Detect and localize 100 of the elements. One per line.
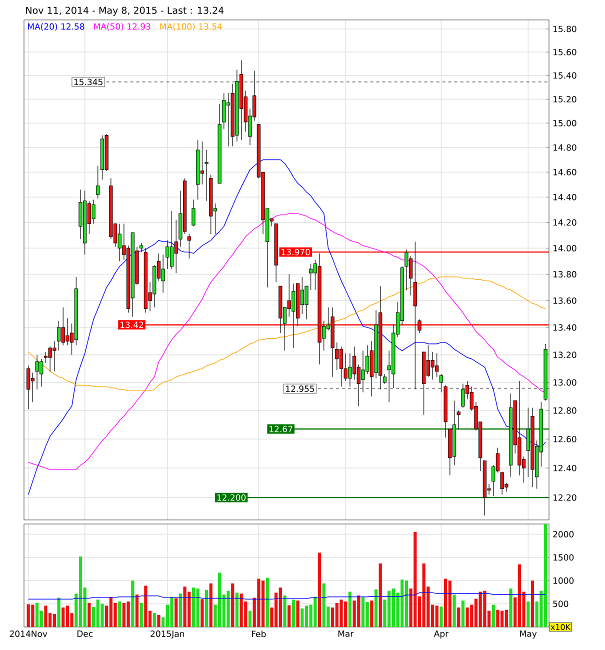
y-tick-label: 15.80	[553, 26, 576, 32]
bar	[44, 606, 48, 627]
bar	[78, 556, 82, 627]
candlestick	[30, 372, 35, 402]
ref-line-label: 15.345	[74, 78, 102, 86]
bar	[440, 606, 443, 627]
bar	[378, 563, 382, 627]
bar	[374, 589, 378, 627]
y-tick-label: 13.20	[553, 352, 576, 358]
y-tick-label: 13.00	[553, 379, 576, 386]
y-tick-label: 12.40	[553, 464, 576, 472]
bar	[152, 613, 156, 627]
y-tick-label: 12.80	[553, 407, 576, 414]
y-tick-label: 15.00	[553, 120, 576, 126]
bar	[126, 601, 130, 627]
bar	[422, 563, 426, 627]
bar	[504, 610, 508, 627]
bar	[196, 588, 200, 627]
bar	[88, 602, 91, 627]
candlestick	[335, 342, 339, 370]
bar	[178, 594, 182, 627]
bar	[304, 606, 308, 627]
y-tick-label: 1500	[553, 554, 574, 561]
bar	[370, 600, 374, 627]
candlestick	[170, 210, 174, 270]
candlestick	[161, 254, 165, 293]
candlestick	[92, 199, 96, 224]
candlestick	[174, 220, 178, 274]
bar	[461, 600, 465, 627]
candlestick	[404, 249, 408, 290]
bar	[257, 578, 260, 627]
x-tick-label: Mar	[338, 630, 354, 637]
text: MA(20) 12.58	[28, 23, 84, 31]
y-tick-label: 14.40	[553, 194, 576, 200]
bar	[66, 606, 70, 627]
candlestick	[439, 374, 444, 393]
bar	[62, 608, 65, 627]
bar	[452, 594, 456, 627]
candlestick	[418, 319, 422, 334]
x-tick-label: 2015Jan	[150, 630, 184, 639]
ref-line-label: 13.970	[282, 248, 310, 256]
candlestick	[361, 350, 365, 393]
bar	[118, 601, 122, 627]
bar	[100, 604, 104, 627]
ref-line-label: 13.42	[120, 322, 144, 328]
bar	[483, 590, 486, 627]
candlestick	[456, 410, 460, 430]
candlestick	[204, 150, 208, 202]
ref-line-label: 12.200	[217, 494, 246, 501]
y-tick-label: 15.40	[553, 72, 576, 79]
bar	[300, 608, 304, 627]
bar	[509, 588, 512, 627]
bar	[466, 608, 469, 627]
bar	[448, 580, 452, 627]
bar	[209, 583, 212, 627]
y-tick-label: 14.80	[553, 144, 576, 151]
bar	[240, 594, 243, 627]
bar	[296, 600, 300, 627]
y-tick-label: 13.60	[553, 297, 576, 304]
x-tick-label: May	[520, 630, 537, 638]
bar	[231, 583, 234, 627]
candlestick	[222, 92, 226, 130]
bar	[292, 600, 296, 627]
candlestick	[304, 286, 308, 320]
bar	[530, 580, 534, 627]
bar	[496, 610, 500, 627]
candlestick	[408, 256, 413, 296]
bar	[135, 594, 139, 627]
bar	[131, 580, 134, 627]
candlestick	[44, 352, 48, 364]
bar	[318, 552, 322, 627]
bar	[226, 590, 230, 627]
bar	[261, 580, 265, 627]
candlestick	[461, 384, 465, 408]
x-tick-label: Apr	[434, 630, 449, 638]
bar	[314, 596, 317, 627]
x-tick-label: 2014Nov	[10, 630, 48, 637]
y-tick-label: 500	[553, 600, 568, 608]
y-tick-label: 14.00	[553, 244, 576, 252]
bar	[170, 597, 174, 627]
bar	[366, 602, 369, 627]
bar	[183, 586, 186, 627]
y-tick-label: 12.20	[553, 494, 576, 501]
bar	[248, 610, 252, 627]
bar	[340, 600, 343, 627]
bar	[204, 590, 208, 627]
bar	[544, 524, 548, 627]
candlestick	[200, 141, 204, 185]
text: MA(50) 12.93	[94, 23, 150, 31]
bar	[57, 598, 60, 627]
candlestick	[140, 242, 144, 252]
y-tick-label: 14.60	[553, 168, 576, 176]
x-tick-label: Feb	[252, 630, 266, 638]
bar	[361, 597, 365, 627]
bar	[404, 580, 408, 627]
candlestick	[96, 166, 100, 199]
candlestick	[339, 346, 344, 387]
y-tick-label: 2000	[553, 530, 574, 538]
candlestick	[56, 320, 61, 351]
candlestick	[187, 234, 191, 259]
